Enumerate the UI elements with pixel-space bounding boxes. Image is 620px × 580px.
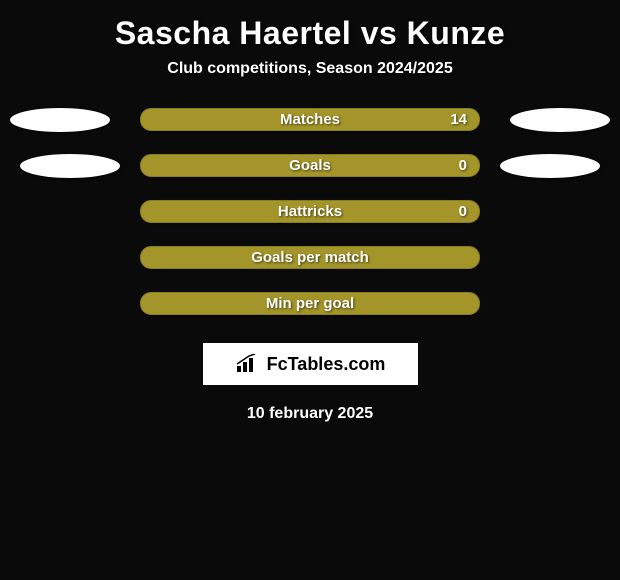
main-container: Sascha Haertel vs Kunze Club competition… (0, 0, 620, 433)
page-title: Sascha Haertel vs Kunze (115, 15, 505, 52)
stat-bar: Goals per match (140, 246, 480, 269)
stat-bar: Goals 0 (140, 154, 480, 177)
stat-bar: Matches 14 (140, 108, 480, 131)
branding-text: FcTables.com (267, 354, 386, 375)
stat-label: Goals per match (251, 249, 369, 266)
stat-row: Matches 14 (0, 108, 620, 131)
stat-value: 14 (450, 111, 467, 128)
stat-bar: Hattricks 0 (140, 200, 480, 223)
subtitle: Club competitions, Season 2024/2025 (167, 60, 452, 78)
stat-row: Min per goal (0, 292, 620, 315)
left-ellipse (20, 154, 120, 178)
stats-area: Matches 14 Goals 0 Hattricks 0 Goals per match… (0, 108, 620, 338)
right-ellipse (510, 108, 610, 132)
stat-row: Goals per match (0, 246, 620, 269)
stat-label: Hattricks (278, 203, 342, 220)
stat-label: Min per goal (266, 295, 354, 312)
stat-value: 0 (459, 157, 467, 174)
stat-bar: Min per goal (140, 292, 480, 315)
stat-row: Goals 0 (0, 154, 620, 177)
branding-content: FcTables.com (235, 354, 386, 375)
stat-label: Goals (289, 157, 331, 174)
chart-icon (235, 354, 261, 374)
right-ellipse (500, 154, 600, 178)
date-text: 10 february 2025 (247, 405, 373, 423)
left-ellipse (10, 108, 110, 132)
stat-row: Hattricks 0 (0, 200, 620, 223)
stat-label: Matches (280, 111, 340, 128)
branding-box: FcTables.com (203, 343, 418, 385)
stat-value: 0 (459, 203, 467, 220)
